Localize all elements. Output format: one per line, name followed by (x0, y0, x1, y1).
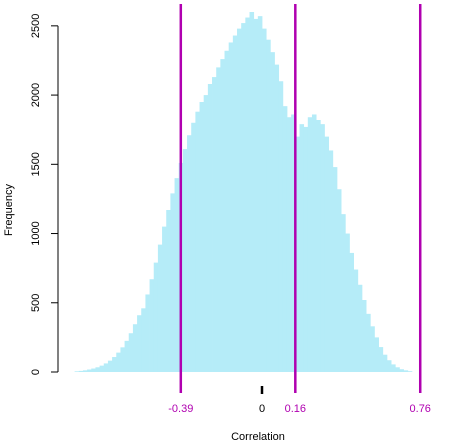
histogram-bar (399, 369, 404, 372)
histogram-bar (303, 126, 309, 372)
histogram-bar (353, 269, 359, 372)
histogram-bar (286, 117, 292, 372)
histogram-bar (207, 84, 213, 372)
histogram-bar (191, 122, 196, 373)
histogram-bar (74, 371, 80, 372)
histogram-bar (82, 370, 88, 372)
histogram-bar (307, 117, 313, 372)
histogram-bar (407, 371, 413, 372)
histogram-bar (382, 354, 388, 372)
histogram-bar (141, 308, 146, 372)
reference-lines (179, 4, 422, 393)
histogram-bar (149, 279, 155, 372)
histogram-bar (166, 210, 171, 372)
x-tick-label: 0.16 (285, 403, 306, 415)
histogram-bar (237, 28, 242, 373)
histogram-bar (349, 252, 354, 372)
histogram-bar (341, 214, 346, 372)
histogram-bar (336, 189, 342, 372)
histogram-bar (220, 59, 225, 372)
histogram-bar (120, 347, 125, 372)
y-tick-label: 500 (30, 294, 42, 312)
histogram-bar (216, 67, 221, 372)
histogram-bar (95, 367, 100, 372)
histogram-bar (228, 42, 234, 373)
x-tick-label: 0 (259, 403, 265, 415)
histogram-bar (270, 52, 275, 373)
histogram-bar (195, 111, 200, 372)
histogram-bar (403, 370, 409, 372)
histogram-bar (320, 124, 325, 373)
x-tick-labels: -0.39 0 0.16 0.76 (168, 386, 431, 415)
y-tick-label: 0 (30, 369, 42, 375)
histogram-bar (249, 12, 255, 372)
histogram-bar (274, 64, 280, 373)
histogram-bar (245, 17, 250, 372)
histogram-bar (378, 347, 384, 372)
histogram-bar (174, 178, 180, 372)
histogram-bar (91, 368, 96, 372)
histogram-bar (182, 149, 188, 372)
histogram-bar (395, 367, 400, 372)
histogram-bar (107, 360, 113, 372)
histogram-bar (199, 102, 205, 372)
histogram-bar (128, 333, 134, 372)
histogram-bar (162, 226, 167, 372)
histogram-bar (170, 193, 175, 372)
histogram-bar (262, 28, 267, 373)
y-tick-label: 1500 (30, 152, 42, 176)
histogram-bar (253, 18, 259, 372)
histogram-bar (357, 284, 363, 372)
histogram-bar (212, 77, 217, 372)
histogram-bar (278, 81, 284, 372)
x-tick-label: 0.76 (410, 403, 431, 415)
histogram-bar (153, 262, 159, 372)
histogram-bar (87, 369, 92, 372)
x-tick-label: -0.39 (168, 403, 193, 415)
histogram-bar (316, 120, 321, 372)
histogram-bar (370, 326, 375, 372)
histogram-bar (291, 114, 296, 373)
histogram-bar (366, 313, 371, 372)
histogram-bar (103, 363, 109, 372)
histogram-bar (332, 167, 338, 372)
histogram-bar (324, 136, 330, 372)
histogram-bar (99, 365, 105, 372)
histogram-bar (187, 135, 192, 372)
y-axis-label: Frequency (3, 184, 15, 236)
histogram-bar (137, 315, 142, 372)
histogram-bar (266, 39, 271, 372)
histogram-bar (328, 150, 334, 372)
histogram-bar (295, 136, 300, 372)
histogram-bar (145, 294, 150, 372)
y-tick-label: 2000 (30, 83, 42, 107)
histogram-bar (282, 106, 288, 373)
histogram-bar (224, 50, 230, 373)
histogram-bars (74, 12, 413, 373)
histogram-bar (157, 244, 163, 372)
histogram-bar (78, 370, 84, 372)
y-axis: 0 500 1000 1500 2000 2500 (30, 14, 59, 375)
histogram-bar (391, 364, 396, 372)
histogram-bar (311, 114, 317, 373)
histogram-bar (116, 352, 121, 372)
histogram-bar (257, 16, 263, 373)
histogram-bar (345, 233, 350, 372)
y-tick-label: 1000 (30, 221, 42, 245)
histogram-bar (299, 124, 305, 373)
histogram-bar (374, 337, 379, 372)
y-tick-label: 2500 (30, 14, 42, 38)
histogram-bar (112, 357, 117, 372)
histogram-bar (232, 35, 238, 372)
histogram-bar (241, 23, 246, 373)
histogram-bar (132, 324, 138, 372)
histogram-bar (124, 340, 130, 372)
histogram-bar (361, 300, 367, 372)
histogram-bar (203, 95, 209, 372)
x-axis-label: Correlation (231, 431, 285, 443)
histogram-bar (386, 360, 392, 372)
